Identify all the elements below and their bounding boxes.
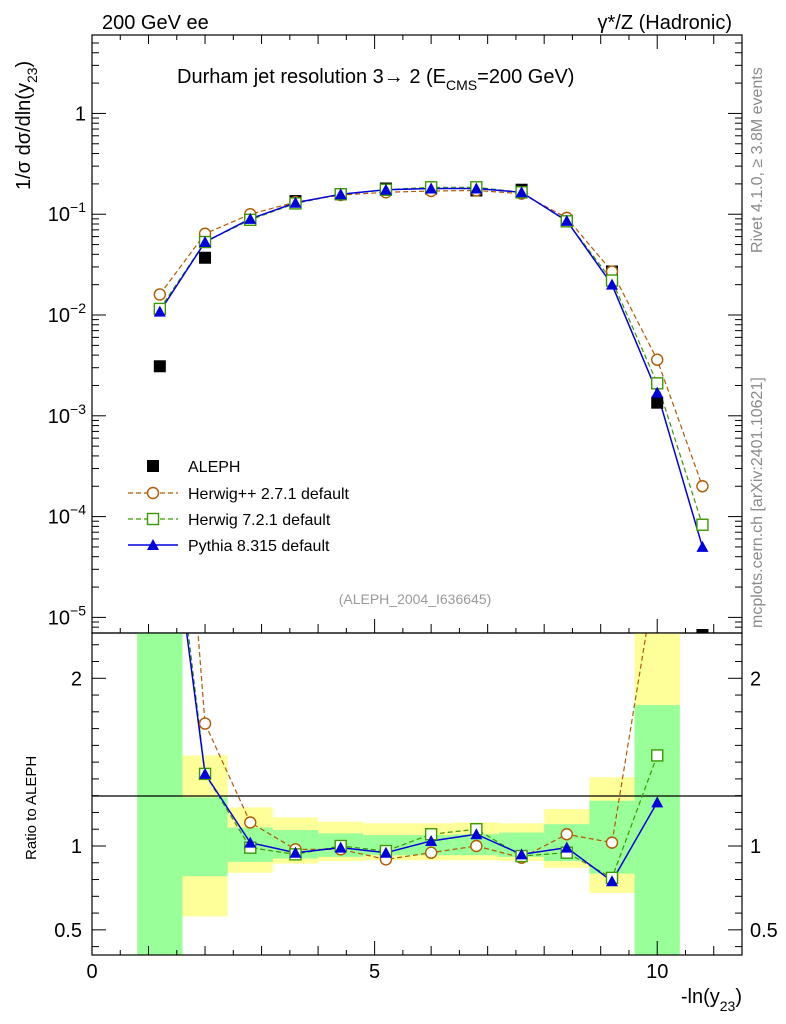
data-point-series-1 <box>651 353 664 366</box>
data-point-series-3 <box>244 212 257 224</box>
main-series-markers <box>153 181 709 633</box>
y-tick-label: 1 <box>75 103 86 125</box>
header-right: γ*/Z (Hadronic) <box>598 12 732 34</box>
legend-item-pythia: Pythia 8.315 default <box>128 538 330 555</box>
ratio-point-2 <box>651 796 664 808</box>
series-line-1 <box>159 189 703 487</box>
main-panel: 10−5 10−4 10−3 10−2 10−1 1 Durham jet resolut… <box>13 34 743 634</box>
legend-item-herwigpp: Herwig++ 2.7.1 default <box>128 486 350 503</box>
ratio-point-2 <box>379 846 392 858</box>
ratio-series-lines <box>185 633 658 883</box>
data-point-series-3 <box>425 182 438 194</box>
ratio-point-2 <box>515 848 528 860</box>
y-axis-label: 1/σ dσ/dln(y23) <box>13 61 40 190</box>
data-point-series-2 <box>696 518 709 531</box>
data-point-series-3 <box>696 540 709 552</box>
ratio-frame <box>91 632 743 956</box>
ratio-point-0 <box>605 836 619 849</box>
legend-item-aleph: ALEPH <box>147 459 240 476</box>
ratio-point-0 <box>470 839 483 853</box>
ratio-point-2 <box>334 841 347 853</box>
side-label-bottom: mcplots.cern.ch [arXiv:2401.10621] <box>749 377 766 628</box>
ratio-y-tick-label-right: 2 <box>750 668 761 690</box>
y-tick-label: 10−2 <box>48 300 86 327</box>
ratio-point-2 <box>425 834 438 846</box>
y-tick-label: 10−1 <box>48 199 86 226</box>
legend-label-pythia: Pythia 8.315 default <box>188 538 330 555</box>
data-point-series-3 <box>379 183 392 195</box>
y-tick-label: 10−5 <box>48 602 86 629</box>
ratio-point-2 <box>244 836 257 848</box>
data-point-aleph <box>696 629 709 633</box>
ratio-series-markers <box>198 717 664 887</box>
data-point-series-3 <box>199 236 212 248</box>
legend-marker-herwig7 <box>146 512 160 526</box>
ratio-point-2 <box>199 767 212 779</box>
band-stat-uncertainty <box>182 797 228 877</box>
ratio-panel: 0.5 0.5 1 1 2 2 0 5 10 Ratio to ALEPH -ln(y23) <box>23 632 778 1014</box>
x-tick-label: 10 <box>646 961 668 983</box>
chart-title: Durham jet resolution 3→ 2 (ECMS=200 GeV… <box>177 66 574 93</box>
band-stat-uncertainty <box>137 633 183 955</box>
x-tick-label: 5 <box>369 961 380 983</box>
ratio-point-2 <box>606 875 618 887</box>
ratio-axis-ticks: 0.5 0.5 1 1 2 2 0 5 10 <box>54 644 778 983</box>
ratio-point-2 <box>470 828 483 840</box>
data-point-aleph <box>651 396 664 409</box>
header-left: 200 GeV ee <box>102 12 209 34</box>
data-point-series-3 <box>334 188 347 200</box>
ratio-point-2 <box>560 841 573 853</box>
ratio-y-tick-label-right: 0.5 <box>750 920 778 942</box>
legend: ALEPH Herwig++ 2.7.1 default Herwig 7.2.… <box>128 459 350 555</box>
series-line-2 <box>159 186 704 525</box>
y-tick-label: 10−4 <box>48 502 86 529</box>
ratio-y-tick-label: 0.5 <box>54 920 82 942</box>
ratio-point-0 <box>198 717 212 730</box>
data-point-series-3 <box>289 196 302 208</box>
legend-marker-aleph <box>147 460 159 472</box>
ratio-point-1 <box>651 749 664 762</box>
ratio-line-2 <box>185 633 658 883</box>
ratio-line-0 <box>197 633 647 861</box>
legend-marker-herwigpp <box>146 486 160 500</box>
legend-label-herwig7: Herwig 7.2.1 default <box>188 512 331 529</box>
ratio-point-2 <box>289 846 302 858</box>
data-point-aleph <box>153 360 166 373</box>
ratio-point-0 <box>424 846 438 859</box>
ratio-y-tick-label-right: 1 <box>750 836 761 858</box>
ratio-point-0 <box>244 816 257 829</box>
legend-item-herwig7: Herwig 7.2.1 default <box>128 512 331 529</box>
data-point-series-1 <box>153 288 167 301</box>
x-tick-label: 0 <box>86 961 97 983</box>
ratio-y-tick-label: 1 <box>71 836 82 858</box>
ratio-point-0 <box>560 828 573 841</box>
legend-label-aleph: ALEPH <box>188 459 240 476</box>
ratio-y-tick-label: 2 <box>71 668 82 690</box>
side-label-top: Rivet 4.1.0, ≥ 3.8M events <box>749 67 766 253</box>
x-axis-label: -ln(y23) <box>681 986 742 1014</box>
data-point-series-3 <box>651 386 664 398</box>
legend-marker-pythia <box>147 539 159 550</box>
data-point-series-3 <box>470 182 483 194</box>
ratio-y-axis-label: Ratio to ALEPH <box>23 756 40 860</box>
data-point-aleph <box>199 251 212 264</box>
data-point-series-3 <box>560 214 573 226</box>
analysis-id-label: (ALEPH_2004_I636645) <box>339 591 492 607</box>
data-point-series-3 <box>515 186 528 198</box>
legend-label-herwigpp: Herwig++ 2.7.1 default <box>188 486 350 503</box>
y-tick-label: 10−3 <box>48 401 86 428</box>
data-point-series-3 <box>606 278 618 290</box>
data-point-series-1 <box>696 480 709 493</box>
data-point-series-3 <box>153 305 166 317</box>
